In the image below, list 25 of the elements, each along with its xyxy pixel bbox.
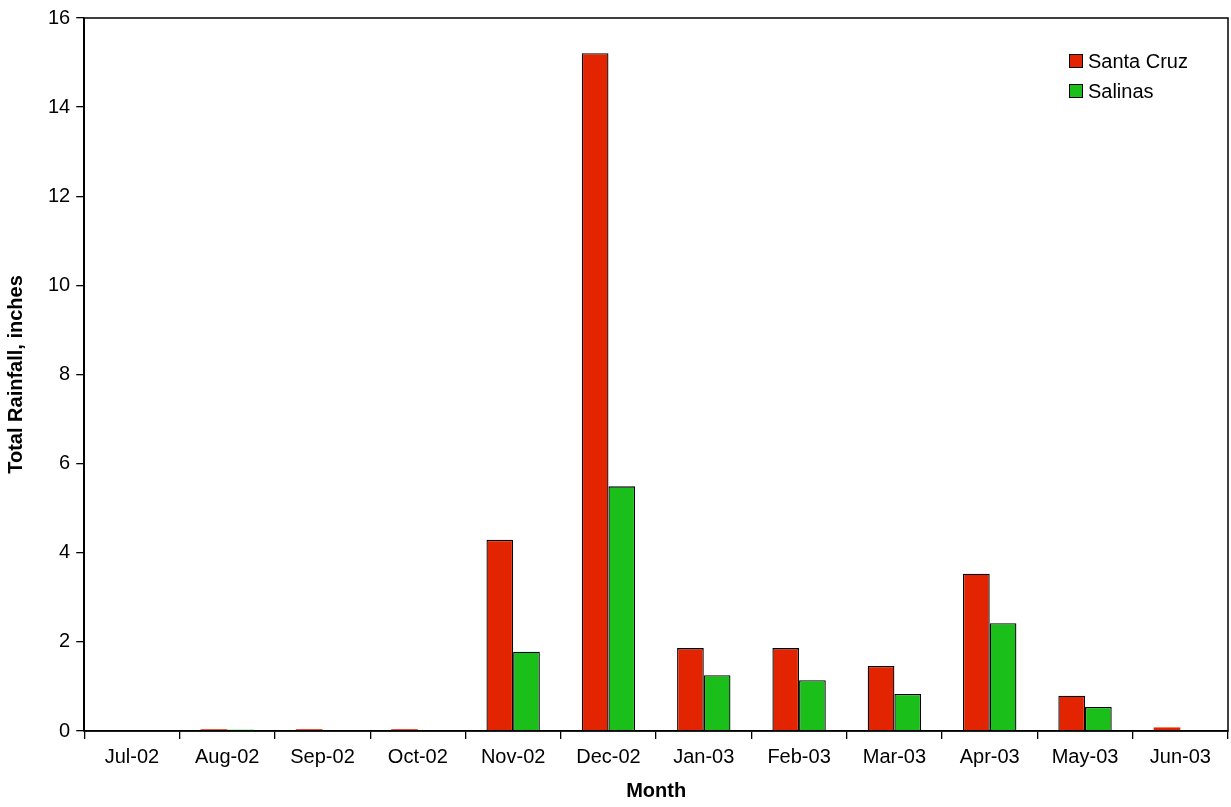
x-tick-label: Jul-02: [104, 744, 160, 767]
x-tick-label: Nov-02: [480, 744, 546, 767]
x-tick-label: Feb-03: [767, 744, 831, 767]
y-tick-label: 2: [59, 629, 71, 652]
x-tick-label: Mar-03: [862, 744, 927, 767]
x-tick-label: Jun-03: [1149, 744, 1211, 767]
x-tick-label: May-03: [1051, 744, 1119, 767]
y-tick-label: 6: [59, 451, 71, 474]
y-axis-title: Total Rainfall, inches: [3, 275, 26, 474]
y-tick-label: 8: [59, 362, 71, 385]
x-tick-label: Dec-02: [576, 744, 641, 767]
x-tick-label: Sep-02: [290, 744, 355, 767]
y-tick-label: 4: [59, 540, 71, 563]
y-tick-label: 14: [48, 94, 71, 117]
y-tick-label: 16: [48, 5, 71, 28]
y-tick-label: 10: [48, 272, 71, 295]
x-axis-title: Month: [626, 778, 687, 801]
y-tick-label: 12: [48, 183, 71, 206]
y-tick-label: 0: [59, 718, 71, 741]
x-tick-label: Apr-03: [959, 744, 1020, 767]
x-tick-label: Oct-02: [387, 744, 448, 767]
legend-label: Salinas: [1087, 79, 1154, 104]
x-tick-label: Jan-03: [673, 744, 735, 767]
x-tick-label: Aug-02: [194, 744, 260, 767]
legend-label: Santa Cruz: [1087, 49, 1188, 74]
